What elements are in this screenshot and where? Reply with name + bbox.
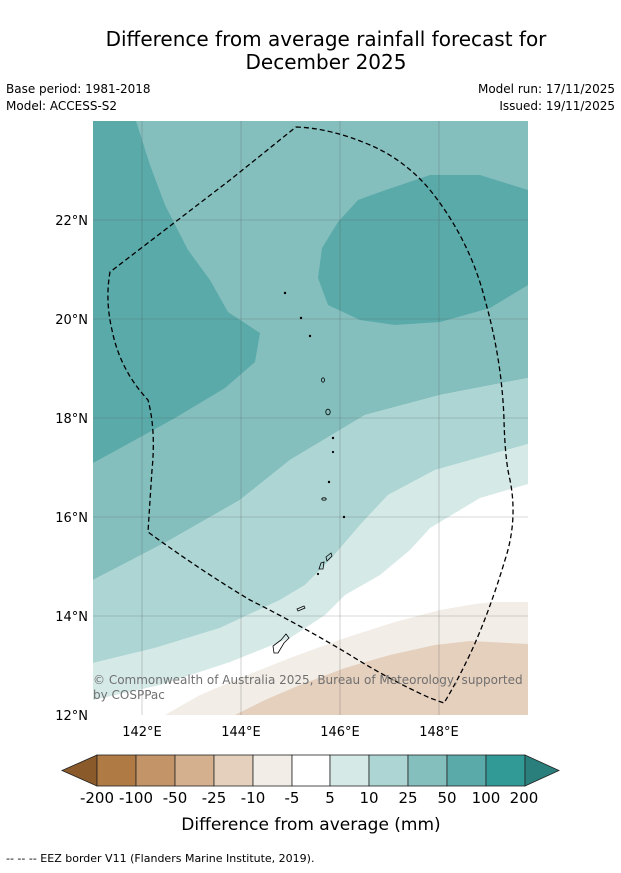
island-tinian [318, 561, 325, 570]
lat-axis: 22°N 20°N 18°N 16°N 14°N 12°N [55, 214, 88, 724]
colorbar-segment [446, 754, 487, 787]
island-saipan [325, 552, 333, 562]
colorbar-extend-high [524, 754, 560, 787]
colorbar-segment [135, 754, 176, 787]
lat-tick: 20°N [55, 313, 88, 328]
colorbar-tick: 25 [398, 789, 417, 807]
island-rota [296, 605, 306, 612]
issued-text: Issued: 19/11/2025 [499, 99, 615, 113]
colorbar-segment [368, 754, 409, 787]
lat-tick: 18°N [55, 412, 88, 427]
rainfall-map: © Commonwealth of Australia 2025, Bureau… [93, 121, 528, 715]
colorbar-tick: 100 [472, 789, 501, 807]
island-sarigan [327, 480, 331, 484]
island-alamagan [331, 436, 335, 440]
meta-left: Base period: 1981-2018 Model: ACCESS-S2 [6, 81, 151, 115]
copyright-line1: © Commonwealth of Australia 2025, Bureau… [93, 673, 523, 687]
colorbar-segment [407, 754, 448, 787]
lon-tick: 142°E [122, 725, 162, 740]
lat-tick: 14°N [55, 610, 88, 625]
island-anatahan [321, 497, 327, 501]
lon-tick: 144°E [221, 725, 261, 740]
colorbar-ticks: -200 -100 -50 -25 -10 -5 5 10 25 50 100 … [80, 789, 538, 807]
band-50-100-west [93, 121, 260, 463]
lon-tick: 148°E [419, 725, 459, 740]
colorbar-tick: -10 [241, 789, 266, 807]
map-title: Difference from average rainfall forecas… [0, 28, 621, 74]
colorbar-segment [252, 754, 293, 787]
copyright-line2: by COSPPac [93, 688, 165, 702]
band-50-100-east [318, 175, 528, 325]
lon-tick: 146°E [320, 725, 360, 740]
colorbar-tick: 5 [325, 789, 335, 807]
map-title-line1: Difference from average rainfall forecas… [105, 27, 547, 51]
colorbar-tick: -100 [119, 789, 153, 807]
model-text: Model: ACCESS-S2 [6, 99, 118, 113]
base-period-text: Base period: 1981-2018 [6, 82, 151, 96]
colorbar-tick: -50 [163, 789, 188, 807]
colorbar-segment [485, 754, 526, 787]
island-farallon [283, 291, 287, 295]
colorbar-tick: -25 [202, 789, 227, 807]
band-minus25-minus10 [235, 641, 528, 715]
colorbar-tick: 10 [359, 789, 378, 807]
colorbar-tick: -200 [80, 789, 114, 807]
island-guguan [331, 450, 335, 454]
lat-tick: 22°N [55, 214, 88, 229]
eez-border [107, 126, 514, 704]
colorbar-tick: 50 [437, 789, 456, 807]
gridlines [93, 121, 528, 715]
island-guam [272, 633, 290, 654]
colorbar-label: Difference from average (mm) [181, 815, 440, 835]
colorbar-segment [329, 754, 370, 787]
colorbar-segment [291, 754, 331, 787]
band-10-25 [93, 378, 528, 663]
lon-axis: 142°E 144°E 146°E 148°E [122, 725, 459, 740]
island-aguijan [316, 572, 320, 576]
island-agrihan [321, 377, 325, 383]
model-run-text: Model run: 17/11/2025 [477, 82, 615, 96]
colorbar-segment [213, 754, 254, 787]
colorbar-extend-low [61, 754, 98, 787]
island-pagan [325, 408, 331, 416]
meta-right: Model run: 17/11/2025 Issued: 19/11/2025 [478, 81, 615, 115]
colorbar [61, 754, 560, 787]
band-5-10 [93, 444, 528, 700]
colorbar-segment [174, 754, 215, 787]
lat-tick: 16°N [55, 511, 88, 526]
eez-footnote: -- -- -- EEZ border V11 (Flanders Marine… [6, 852, 315, 865]
colorbar-segment [96, 754, 137, 787]
island-farallon-de-medinilla [342, 515, 346, 519]
map-title-line2: December 2025 [245, 50, 407, 74]
island-asuncion [308, 334, 312, 338]
lat-tick: 12°N [55, 709, 88, 724]
islands [272, 291, 346, 654]
island-maug [299, 316, 303, 320]
colorbar-tick: 200 [510, 789, 539, 807]
colorbar-tick: -5 [285, 789, 300, 807]
